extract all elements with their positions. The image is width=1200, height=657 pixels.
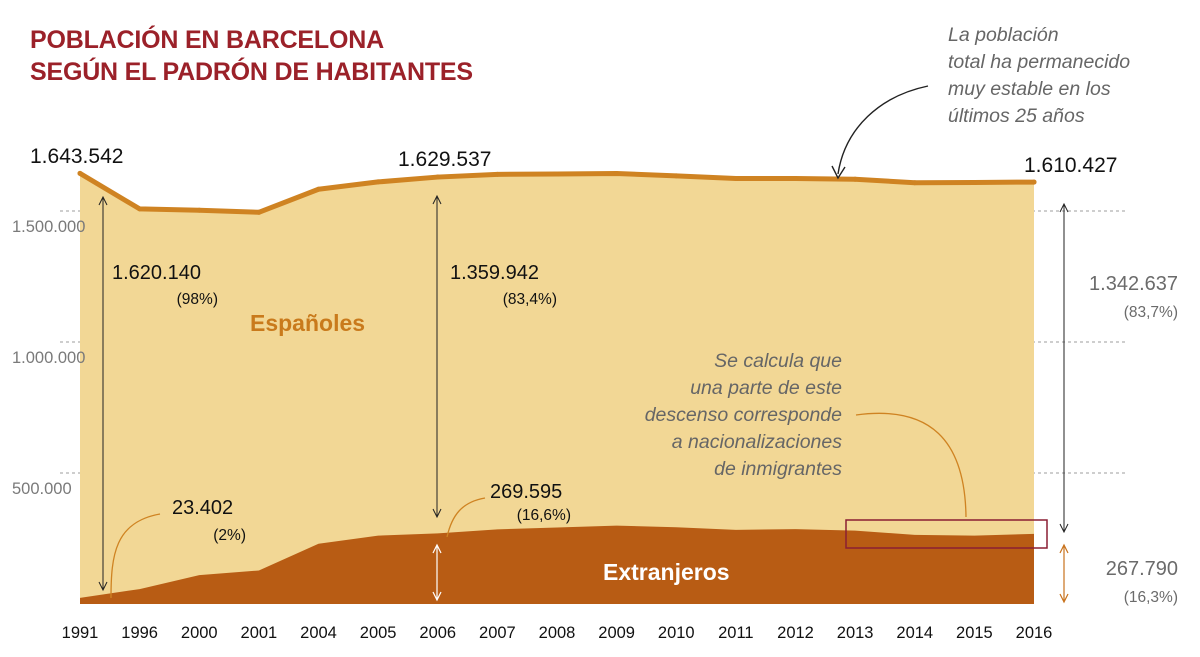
note-line: una parte de este <box>690 377 842 399</box>
total-point <box>733 176 739 182</box>
espanoles-1991-label: 1.620.140 <box>112 262 201 284</box>
y-tick-label: 500.000 <box>12 480 72 498</box>
leader-top-note <box>837 85 929 175</box>
leader-top-arrowhead <box>831 165 846 180</box>
arrow-espanoles-2006 <box>432 194 442 519</box>
note-line: muy estable en los <box>948 78 1111 100</box>
extranjeros-2016-pct: (16,3%) <box>1124 589 1178 606</box>
total-2006-label: 1.629.537 <box>398 148 491 171</box>
x-tick-label: 2008 <box>539 624 576 642</box>
total-point <box>77 170 83 176</box>
x-tick-label: 1991 <box>62 624 99 642</box>
arrow-espanoles-2016 <box>1059 202 1069 534</box>
x-tick-label: 2007 <box>479 624 516 642</box>
arrow-head-up <box>1059 543 1069 554</box>
highlight-box <box>845 519 1048 549</box>
subtitle-line: SEGÚN EL PADRÓN DE HABITANTES <box>30 58 473 86</box>
axis-ticks: 500.000 1.000.000 1.500.000 1991 1996 2000 200… <box>12 218 1052 642</box>
total-point <box>375 179 381 185</box>
x-tick-label: 2005 <box>360 624 397 642</box>
x-tick-label: 2015 <box>956 624 993 642</box>
y-tick-label: 1.000.000 <box>12 349 85 367</box>
arrow-head-down <box>98 581 108 592</box>
arrow-head-up <box>432 194 442 205</box>
total-point <box>912 180 918 186</box>
total-point <box>435 174 441 180</box>
x-tick-label: 2010 <box>658 624 695 642</box>
espanoles-1991-pct: (98%) <box>177 291 218 308</box>
extranjeros-area <box>80 525 1034 604</box>
total-point <box>137 206 143 212</box>
arrow-head-down <box>432 508 442 519</box>
x-tick-label: 2000 <box>181 624 218 642</box>
arrow-extranjeros-2006 <box>432 543 442 602</box>
total-1991-label: 1.643.542 <box>30 145 123 168</box>
arrow-head-up <box>98 195 108 206</box>
note-line: de inmigrantes <box>714 458 842 480</box>
espanoles-2016-pct: (83,7%) <box>1124 304 1178 321</box>
arrow-espanoles-1991 <box>98 195 108 592</box>
x-tick-label: 2014 <box>896 624 933 642</box>
espanoles-area <box>80 173 1034 604</box>
note-line: últimos 25 años <box>948 105 1085 127</box>
extranjeros-2016-label: 267.790 <box>1106 558 1178 580</box>
stability-note: La población total ha permanecido muy es… <box>948 22 1130 130</box>
total-point <box>673 173 679 179</box>
total-point <box>1031 179 1037 185</box>
x-tick-label: 2013 <box>837 624 874 642</box>
espanoles-2006-pct: (83,4%) <box>503 291 557 308</box>
x-tick-label: 2012 <box>777 624 814 642</box>
total-point <box>793 176 798 182</box>
leader-ext-2006 <box>446 497 486 538</box>
leader-mid-note <box>855 412 967 518</box>
arrow-head-down <box>1059 523 1069 534</box>
series-label-espanoles: Españoles <box>250 310 365 336</box>
total-point <box>196 207 202 213</box>
x-tick-label: 1996 <box>121 624 158 642</box>
nationalization-note: Se calcula que una parte de este descens… <box>590 348 842 483</box>
arrow-head-up <box>1059 202 1069 213</box>
total-point <box>494 171 500 177</box>
series-label-extranjeros: Extranjeros <box>603 559 730 585</box>
area-layers <box>77 170 1037 604</box>
arrows <box>98 85 1069 604</box>
extranjeros-2006-pct: (16,6%) <box>517 507 571 524</box>
espanoles-2016-label: 1.342.637 <box>1089 273 1178 295</box>
chart-title: POBLACIÓN EN BARCELONA SEGÚN EL PADRÓN D… <box>30 24 473 88</box>
arrow-head-down <box>1059 593 1069 604</box>
title-line: POBLACIÓN EN BARCELONA <box>30 26 384 54</box>
y-tick-label: 1.500.000 <box>12 218 85 236</box>
arrow-head-down <box>432 591 442 602</box>
arrow-head-up <box>432 543 442 554</box>
note-line: Se calcula que <box>714 350 842 372</box>
espanoles-2006-label: 1.359.942 <box>450 262 539 284</box>
x-tick-label: 2011 <box>718 624 753 642</box>
total-point <box>316 186 321 192</box>
total-point <box>614 171 620 177</box>
x-tick-label: 2016 <box>1016 624 1053 642</box>
x-tick-label: 2004 <box>300 624 337 642</box>
extranjeros-1991-pct: (2%) <box>213 527 246 544</box>
arrow-extranjeros-2016 <box>1059 543 1069 604</box>
total-point <box>971 179 977 185</box>
note-line: La población <box>948 24 1059 46</box>
note-line: a nacionalizaciones <box>671 431 842 453</box>
x-tick-label: 2009 <box>598 624 635 642</box>
total-point <box>554 171 560 177</box>
data-labels: 1.643.542 1.629.537 1.610.427 1.620.140 (98%… <box>30 145 1178 606</box>
extranjeros-2006-label: 269.595 <box>490 481 562 503</box>
total-point <box>256 209 262 215</box>
note-line: total ha permanecido <box>948 51 1131 73</box>
x-tick-label: 2001 <box>241 624 278 642</box>
extranjeros-1991-label: 23.402 <box>172 497 233 519</box>
x-tick-label: 2006 <box>419 624 456 642</box>
leader-ext-1991 <box>110 513 161 599</box>
total-point <box>852 176 858 182</box>
note-line: descenso corresponde <box>644 404 842 426</box>
total-2016-label: 1.610.427 <box>1024 154 1117 177</box>
